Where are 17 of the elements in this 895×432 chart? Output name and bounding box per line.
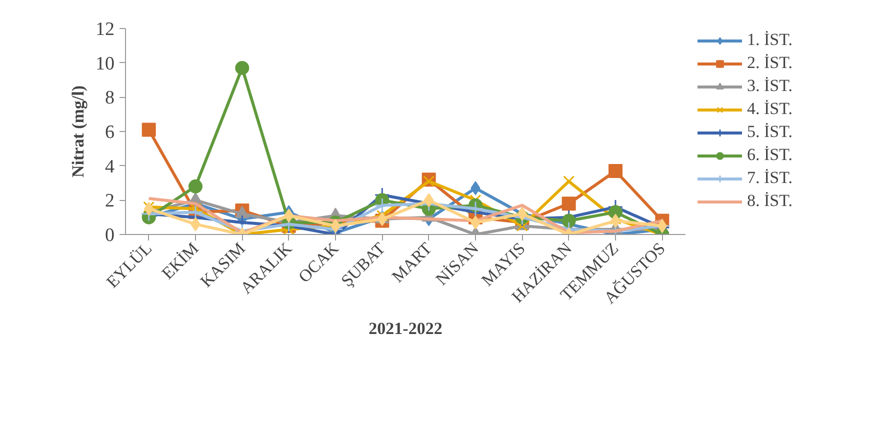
y-tick-label: 10 bbox=[96, 53, 114, 74]
legend-label: 7. İST. bbox=[747, 168, 792, 188]
y-tick-label: 12 bbox=[96, 19, 114, 40]
y-axis-title: Nitrat (mg/l) bbox=[68, 85, 88, 178]
y-tick-label: 6 bbox=[105, 122, 114, 143]
legend-label: 8. İST. bbox=[747, 191, 792, 211]
x-axis-title: 2021-2022 bbox=[368, 319, 442, 338]
legend-label: 4. İST. bbox=[747, 99, 792, 119]
legend-label: 3. İST. bbox=[747, 76, 792, 96]
legend-label: 6. İST. bbox=[747, 145, 792, 165]
y-tick-label: 4 bbox=[105, 156, 115, 178]
y-tick-label: 0 bbox=[105, 225, 114, 246]
y-tick-label: 8 bbox=[105, 88, 114, 109]
legend-label: 5. İST. bbox=[747, 122, 792, 142]
y-tick-label: 2 bbox=[105, 190, 114, 212]
legend-label: 2. İST. bbox=[747, 53, 792, 73]
legend-label: 1. İST. bbox=[747, 30, 792, 50]
